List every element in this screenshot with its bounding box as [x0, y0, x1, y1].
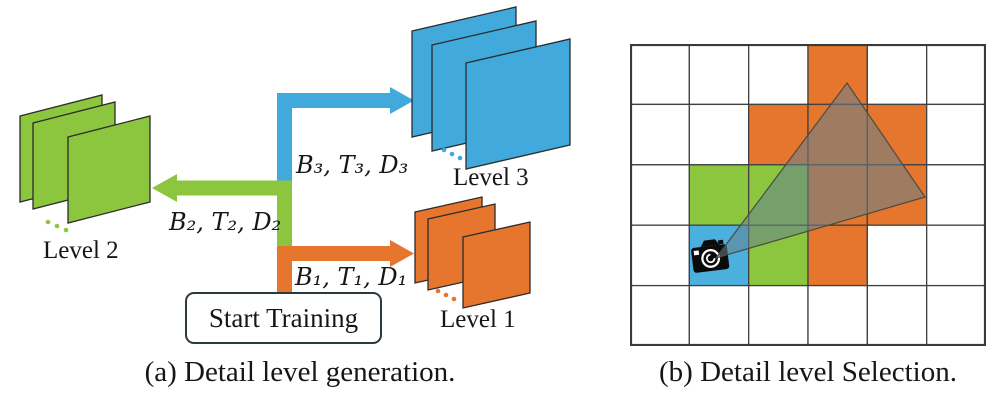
grid-cell [630, 224, 690, 287]
orange-arrowhead-icon [390, 240, 414, 267]
blue-arrowhead-icon [390, 87, 414, 114]
grid-cell [866, 224, 928, 287]
level3-panel-front [465, 38, 571, 170]
level2-panel-front [67, 115, 151, 224]
level2-params-label: B₂, T₂, D₂ [169, 208, 282, 236]
grid-cell [926, 164, 986, 226]
caption-a: (a) Detail level generation. [144, 356, 456, 388]
flow-diagram [19, 6, 571, 309]
start-training-box: Start Training [185, 292, 382, 344]
grid-cell [688, 284, 750, 346]
grid-cell [807, 284, 868, 346]
blue-arrow-shaft [277, 93, 392, 194]
grid-cell [926, 44, 986, 106]
level1-ellipsis-dots [435, 288, 457, 302]
grid-cell [926, 224, 986, 287]
level3-ellipsis-dots [441, 147, 463, 161]
start-training-label: Start Training [208, 302, 359, 333]
level1-panel-front [462, 221, 531, 309]
grid-cell [866, 284, 928, 346]
grid-cell [748, 44, 809, 106]
level1-stack [414, 196, 531, 309]
caption-b: (b) Detail level Selection. [659, 356, 957, 388]
view-frustum [714, 81, 926, 260]
grid-cell [630, 284, 690, 346]
level3-label: Level 3 [453, 164, 529, 191]
level3-params-label: B₃, T₃, D₃ [296, 151, 409, 179]
level2-label: Level 2 [43, 237, 119, 264]
level2-stack [19, 94, 151, 233]
grid-cell [630, 44, 690, 106]
grid-cell [630, 164, 690, 226]
level1-label: Level 1 [440, 306, 516, 333]
grid-cell [630, 103, 690, 166]
grid-border [630, 44, 986, 346]
grid-cell [926, 284, 986, 346]
grid-cells [630, 44, 986, 346]
grid-cell [866, 44, 928, 106]
grid-cell [688, 44, 750, 106]
selection-grid [630, 44, 986, 346]
grid-cell [926, 103, 986, 166]
grid-cell [688, 103, 750, 166]
orange-arrow-shaft [277, 246, 392, 294]
grid-cell [688, 164, 750, 226]
camera-icon [691, 239, 730, 273]
level2-ellipsis-dots [45, 219, 69, 233]
green-arrowhead-icon [152, 174, 177, 202]
level1-params-label: B₁, T₁, D₁ [295, 263, 408, 291]
grid-cell [807, 224, 868, 287]
level3-stack [411, 6, 571, 170]
grid-cell [748, 284, 809, 346]
